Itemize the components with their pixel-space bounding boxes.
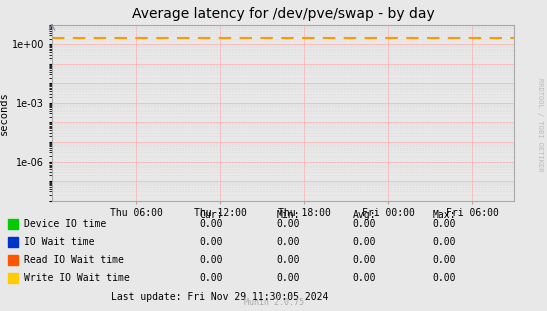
Text: 0.00: 0.00 bbox=[276, 237, 300, 247]
Text: 0.00: 0.00 bbox=[200, 273, 223, 283]
Text: 0.00: 0.00 bbox=[353, 219, 376, 229]
Text: Read IO Wait time: Read IO Wait time bbox=[24, 255, 124, 265]
Text: Min:: Min: bbox=[276, 210, 300, 220]
Y-axis label: seconds: seconds bbox=[0, 91, 9, 135]
Text: 0.00: 0.00 bbox=[353, 255, 376, 265]
Text: IO Wait time: IO Wait time bbox=[24, 237, 94, 247]
Text: 0.00: 0.00 bbox=[276, 219, 300, 229]
Text: Munin 2.0.75: Munin 2.0.75 bbox=[243, 298, 304, 307]
Text: 0.00: 0.00 bbox=[200, 219, 223, 229]
Text: Avg:: Avg: bbox=[353, 210, 376, 220]
Text: 0.00: 0.00 bbox=[200, 255, 223, 265]
Text: 0.00: 0.00 bbox=[200, 237, 223, 247]
Text: Write IO Wait time: Write IO Wait time bbox=[24, 273, 129, 283]
Text: 0.00: 0.00 bbox=[353, 273, 376, 283]
Text: RRDTOOL / TOBI OETIKER: RRDTOOL / TOBI OETIKER bbox=[537, 78, 543, 171]
Text: 0.00: 0.00 bbox=[432, 255, 456, 265]
Text: 0.00: 0.00 bbox=[432, 273, 456, 283]
Text: Max:: Max: bbox=[432, 210, 456, 220]
Text: 0.00: 0.00 bbox=[432, 219, 456, 229]
Text: 0.00: 0.00 bbox=[353, 237, 376, 247]
Text: Cur:: Cur: bbox=[200, 210, 223, 220]
Text: Last update: Fri Nov 29 11:30:05 2024: Last update: Fri Nov 29 11:30:05 2024 bbox=[111, 292, 328, 302]
Text: 0.00: 0.00 bbox=[432, 237, 456, 247]
Text: Device IO time: Device IO time bbox=[24, 219, 106, 229]
Text: 0.00: 0.00 bbox=[276, 255, 300, 265]
Text: 0.00: 0.00 bbox=[276, 273, 300, 283]
Title: Average latency for /dev/pve/swap - by day: Average latency for /dev/pve/swap - by d… bbox=[132, 7, 434, 21]
